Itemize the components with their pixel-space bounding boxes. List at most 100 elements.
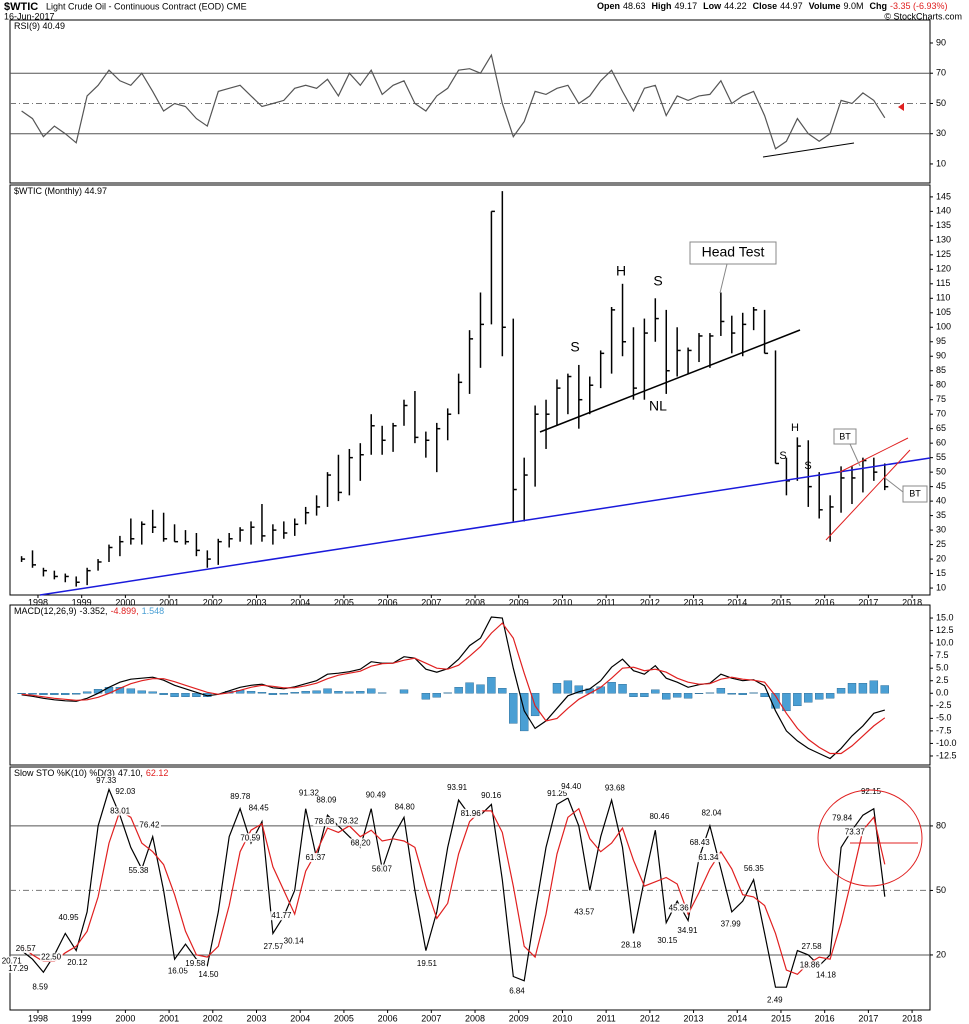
histogram-bar [367,688,376,694]
channel-line [839,437,909,473]
pattern-label: H [791,422,799,434]
histogram-bar [148,691,157,694]
point-label: 81.96 [461,809,482,818]
x-tick-label: 2003 [246,1013,266,1023]
legend-value: -4.899, [111,606,139,616]
point-label: 55.38 [128,866,149,875]
point-label: 93.91 [447,783,468,792]
histogram-bar [443,692,452,694]
x-tick-label: 2000 [115,1013,135,1023]
histogram-bar [847,683,857,694]
x-tick-label: 1998 [28,1013,48,1023]
x-tick-label: 2012 [640,597,660,607]
x-tick-label: 2001 [159,1013,179,1023]
x-tick-label: 1998 [28,597,48,607]
point-label: 40.95 [59,913,80,922]
callout-label: Head Test [702,244,765,260]
point-label: 90.49 [366,790,387,799]
x-tick-label: 2007 [421,1013,441,1023]
x-tick-label: 2018 [902,597,922,607]
quote-label: High [652,1,672,11]
point-label-box [667,903,691,913]
y-tick-label: 125 [936,249,951,259]
point-label: 83.01 [110,807,131,816]
point-label: 30.14 [284,936,305,945]
histogram-bar [279,693,289,695]
histogram-bar [377,692,387,694]
point-label: 91.25 [547,789,568,798]
histogram-bar [629,693,638,697]
point-label-box [415,959,439,969]
x-tick-label: 2015 [771,1013,791,1023]
point-label-box [843,827,867,837]
y-tick-label: 7.5 [936,650,949,660]
x-tick-label: 2006 [378,1013,398,1023]
point-label-box [688,837,712,847]
quote-label: Volume [809,1,841,11]
point-label-box [700,808,724,818]
legend-value: 1.548 [142,606,165,616]
histogram-bar [519,693,529,732]
point-label-box [66,957,89,967]
pattern-label: S [779,450,786,462]
y-tick-label: 35 [936,510,946,520]
point-label: 82.04 [701,809,722,818]
pattern-label: S [570,339,579,355]
point-label-box [109,806,132,816]
date: 16-Jun-2017 [4,11,55,21]
x-tick-label: 2010 [552,597,572,607]
callout-box [902,485,928,503]
x-tick-label: 2009 [509,1013,529,1023]
point-label-box [31,982,50,992]
y-tick-label: 5.0 [936,663,949,673]
histogram-bar [50,693,59,695]
x-tick-label: 2018 [902,1013,922,1023]
point-label: 2.49 [767,996,783,1005]
point-label-box [766,995,785,1005]
histogram-bar [312,690,321,694]
histogram-bar [28,693,37,695]
histogram-bar [192,693,201,697]
quote: Open 48.63 High 49.17 Low 44.22 Close 44.97 Volu… [597,1,948,11]
y-tick-label: 10.0 [936,637,954,647]
histogram-bar [574,685,584,694]
y-tick-label: -10.0 [936,738,957,748]
point-label: 79.84 [832,813,853,822]
point-label: 37.99 [721,919,742,928]
point-label-box [0,956,24,966]
rsi-trendline [762,142,855,158]
y-tick-label: 135 [936,220,951,230]
point-label: 84.45 [249,803,270,812]
y-tick-label: 55 [936,452,946,462]
histogram-bar [880,685,889,694]
point-label: 16.05 [168,967,189,976]
y-tick-label: 80 [936,820,946,830]
point-label-box [620,940,643,950]
callout-box [833,428,857,445]
point-label: 92.03 [115,787,136,796]
histogram-bar [61,693,70,695]
point-label: 34.91 [677,926,698,935]
point-label-box [127,865,151,875]
histogram-bar [552,683,562,694]
point-label: 26.57 [16,944,37,953]
legend-value: -3.352, [80,606,108,616]
point-label: 19.58 [185,959,206,968]
point-label: 94.40 [561,782,582,791]
histogram-bar [869,680,879,694]
point-label-box [197,969,220,979]
x-tick-label: 2001 [159,597,179,607]
y-tick-label: 10 [936,158,946,168]
y-tick-label: -7.5 [936,725,952,735]
point-label: 18.86 [800,961,821,970]
x-tick-label: 2014 [727,597,747,607]
point-label: 78.08 [314,817,335,826]
histogram-bar [72,693,81,695]
highlight-circle [817,789,923,887]
histogram-bar [399,689,409,694]
point-label: 43.57 [574,907,595,916]
histogram-bar [39,693,48,695]
point-label-box [138,820,161,830]
pattern-label: NL [649,398,667,414]
